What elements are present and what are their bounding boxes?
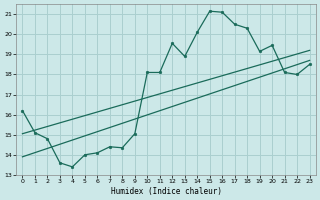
X-axis label: Humidex (Indice chaleur): Humidex (Indice chaleur) [110, 187, 221, 196]
